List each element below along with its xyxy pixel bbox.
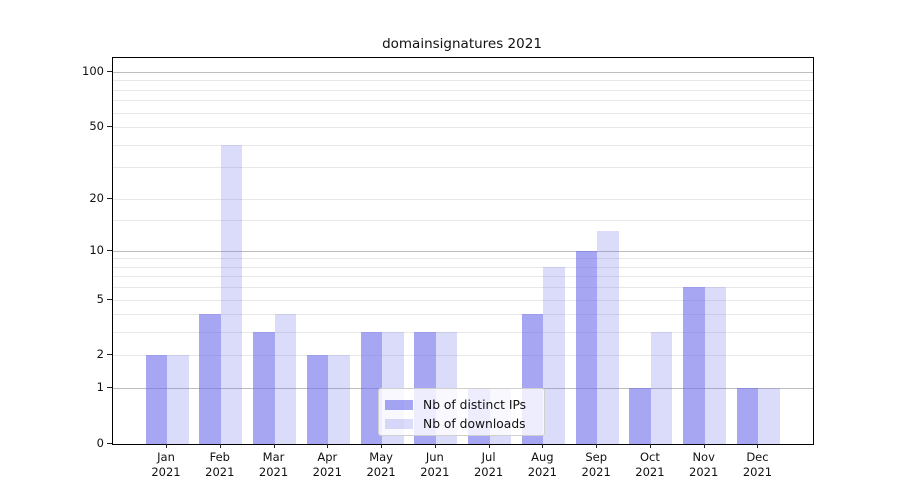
bar-downloads [167,355,189,444]
y-tick-label: 5 [96,291,104,306]
x-tick-mark [381,444,383,448]
bar-downloads [758,388,780,444]
legend-item-distinct-ips: Nb of distinct IPs [385,395,544,414]
x-tick-mark [219,444,221,448]
y-tick-label: 50 [89,118,104,133]
gridline-minor [113,287,813,289]
bar-distinct-ips [199,314,221,444]
x-tick-mark [757,444,759,448]
x-tick-mark [542,444,544,448]
gridline-major [113,198,813,200]
gridline-minor [113,80,813,82]
x-tick-label: Sep 2021 [581,450,611,479]
chart-title: domainsignatures 2021 [382,36,542,52]
legend-swatch-distinct-ips [385,399,413,410]
legend-label-distinct-ips: Nb of distinct IPs [423,397,527,412]
gridline-major [113,126,813,128]
y-tick-mark [107,249,112,251]
bar-distinct-ips [629,388,651,444]
y-tick-label: 2 [96,347,104,362]
bar-downloads [543,266,565,444]
bar-distinct-ips [683,287,705,444]
x-tick-mark [273,444,275,448]
legend-label-downloads: Nb of downloads [423,416,526,431]
bar-distinct-ips [253,332,275,444]
bar-downloads [274,314,297,444]
gridline-minor [113,112,813,114]
y-tick-mark [107,443,112,444]
legend: Nb of distinct IPs Nb of downloads [378,388,545,436]
bar-distinct-ips [736,388,759,444]
x-tick-label: May 2021 [366,450,396,479]
x-tick-label: Jun 2021 [420,450,450,479]
x-tick-mark [649,444,651,448]
gridline-minor [113,258,813,260]
x-tick-label: Oct 2021 [635,450,665,479]
bar-downloads [704,287,727,444]
y-tick-label: 20 [89,190,104,205]
x-tick-label: Dec 2021 [742,450,773,479]
y-tick-label: 1 [96,380,104,395]
bar-distinct-ips [145,355,167,444]
x-tick-label: Nov 2021 [689,450,719,479]
gridline-major [113,355,813,357]
bar-distinct-ips [575,250,598,444]
x-tick-mark [166,444,167,448]
bar-downloads [650,332,673,444]
legend-item-downloads: Nb of downloads [385,414,544,433]
gridline-minor [113,220,813,222]
gridline-minor [113,167,813,169]
x-tick-label: Aug 2021 [527,450,558,479]
y-tick-mark [107,70,112,72]
x-tick-label: Mar 2021 [258,450,289,479]
gridline-minor [113,276,813,278]
x-tick-label: Apr 2021 [312,450,342,479]
x-tick-mark [488,444,490,448]
y-tick-label: 0 [96,436,104,450]
gridline-major [113,299,813,301]
y-tick-label: 100 [82,63,104,78]
gridline-minor [113,89,813,91]
x-tick-mark [434,444,436,448]
gridline-major [113,71,813,73]
y-tick-mark [107,197,112,199]
x-tick-mark [327,444,329,448]
bar-downloads [328,355,350,444]
gridline-minor [113,266,813,268]
gridline-major [113,250,813,252]
bar-distinct-ips [360,332,383,444]
y-tick-mark [107,387,112,389]
gridline-minor [113,144,813,146]
x-tick-mark [703,444,705,448]
legend-swatch-downloads [385,418,413,429]
x-tick-label: Jul 2021 [473,450,504,479]
gridline-minor [113,100,813,102]
plot-area [112,57,814,445]
bar-downloads [597,231,619,444]
y-tick-mark [107,125,112,127]
x-tick-label: Jan 2021 [151,450,181,479]
bar-distinct-ips [306,355,329,444]
x-tick-mark [596,444,598,448]
x-tick-label: Feb 2021 [205,450,235,479]
gridline-minor [113,314,813,316]
bar-downloads [220,144,243,444]
y-tick-label: 10 [89,242,104,257]
y-tick-mark [107,354,112,356]
y-tick-mark [107,298,112,300]
gridline-minor [113,332,813,334]
